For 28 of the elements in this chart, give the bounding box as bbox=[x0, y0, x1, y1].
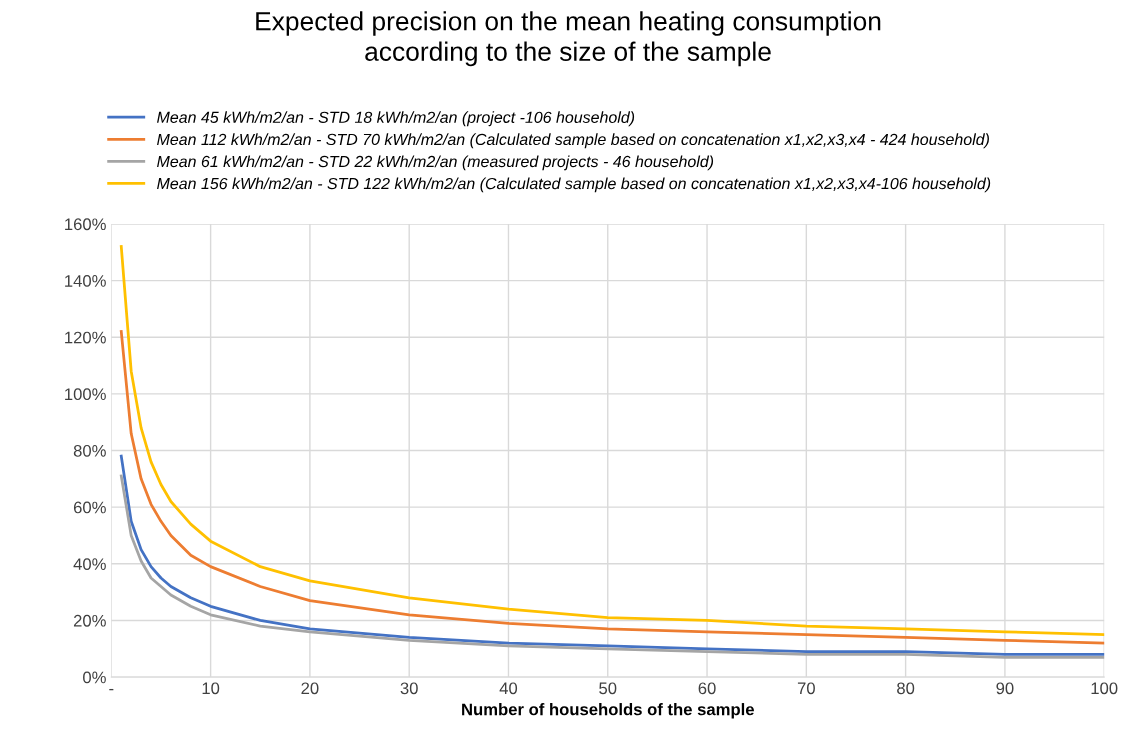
y-tick-label: 40% bbox=[73, 558, 106, 571]
x-tick-label: 40 bbox=[499, 682, 518, 695]
legend-label: Mean 112 kWh/m2/an - STD 70 kWh/m2/an (Calculated sample based on concatenation x1,x2,x3,x4 - 424 household) bbox=[157, 133, 989, 149]
legend-label: Mean 156 kWh/m2/an - STD 122 kWh/m2/an (Calculated sample based on concatenation x1,x2,x3,x4-106 household) bbox=[157, 177, 991, 193]
y-tick-label: 20% bbox=[73, 614, 106, 627]
y-tick-label: 140% bbox=[65, 275, 106, 287]
x-tick-label: 50 bbox=[599, 682, 617, 695]
y-tick-label: 160% bbox=[65, 218, 106, 231]
x-tick-label: 80 bbox=[897, 682, 915, 695]
y-tick-label: 100% bbox=[65, 388, 106, 401]
x-axis-title: Number of households of the sample bbox=[462, 703, 754, 719]
line-series bbox=[119, 245, 1105, 636]
x-tick-label: - bbox=[109, 688, 114, 691]
line-series bbox=[119, 330, 1105, 645]
chart-title: Expected precision on the mean heating consumption according to the size of the sample bbox=[256, 11, 881, 67]
x-tick-label: 20 bbox=[301, 682, 319, 695]
x-tick-label: 100 bbox=[1091, 682, 1118, 695]
legend-label: Mean 45 kWh/m2/an - STD 18 kWh/m2/an (project -106 household) bbox=[157, 111, 635, 127]
x-tick-label: 30 bbox=[400, 682, 418, 695]
y-tick-label: 0% bbox=[83, 671, 106, 684]
y-tick-label: 120% bbox=[65, 331, 106, 344]
x-tick-label: 70 bbox=[797, 682, 815, 695]
y-tick-label: 60% bbox=[73, 501, 106, 514]
x-tick-label: 90 bbox=[996, 682, 1014, 695]
legend-label: Mean 61 kWh/m2/an - STD 22 kWh/m2/an (measured projects - 46 household) bbox=[157, 155, 714, 171]
x-tick-label: 10 bbox=[202, 682, 220, 695]
x-tick-label: 60 bbox=[698, 682, 716, 695]
y-tick-label: 80% bbox=[73, 444, 106, 457]
